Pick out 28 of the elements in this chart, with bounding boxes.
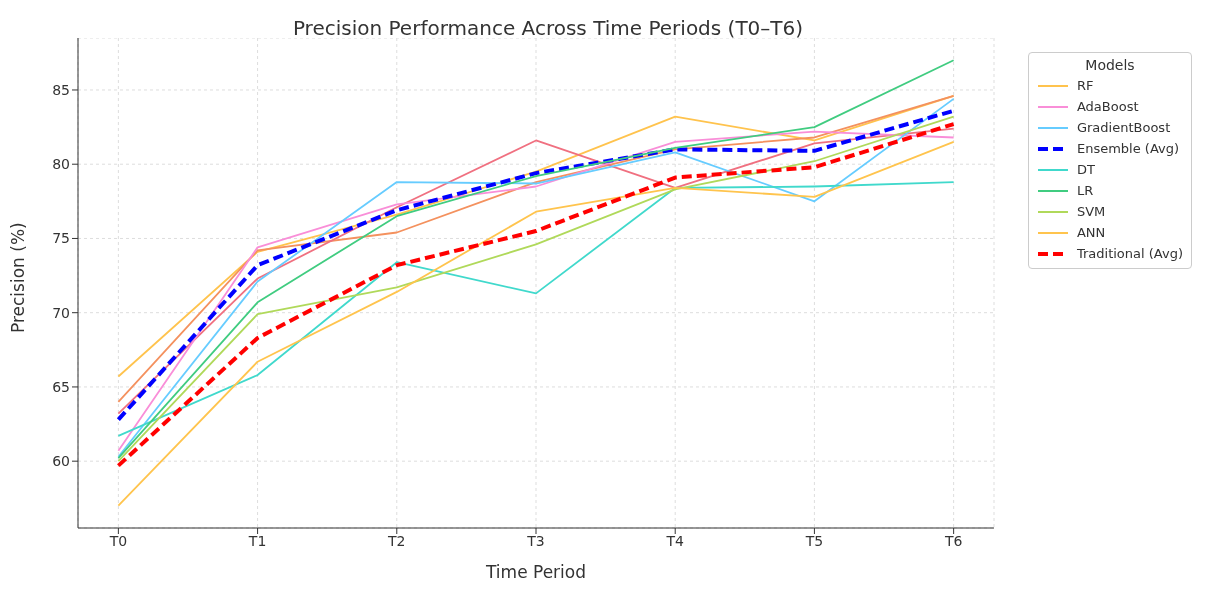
x-tick-label: T1 bbox=[247, 532, 267, 549]
y-tick-label: 60 bbox=[52, 453, 70, 470]
x-tick-label: T5 bbox=[804, 532, 824, 549]
legend-title: Models bbox=[1084, 57, 1136, 73]
y-tick-label: 85 bbox=[52, 81, 70, 98]
line-series bbox=[117, 141, 955, 507]
legend-label: LR bbox=[1076, 183, 1094, 198]
x-tick-label: T4 bbox=[665, 532, 685, 549]
y-tick-label: 70 bbox=[52, 304, 70, 321]
x-tick-label: T0 bbox=[108, 532, 128, 549]
legend-label: DT bbox=[1076, 162, 1095, 177]
legend-label: Ensemble (Avg) bbox=[1076, 141, 1180, 156]
line-series bbox=[117, 181, 955, 437]
y-tick-label: 65 bbox=[52, 378, 70, 395]
y-tick-label: 75 bbox=[52, 230, 70, 247]
x-axis-title: Time Period bbox=[484, 562, 587, 582]
legend-label: RF bbox=[1076, 78, 1094, 93]
chart-title: Precision Performance Across Time Periods (T0–T6) bbox=[291, 16, 805, 40]
y-axis-title: Precision (%) bbox=[8, 222, 29, 333]
x-tick-label: T2 bbox=[387, 532, 406, 549]
x-tick-label: T6 bbox=[943, 532, 963, 549]
x-tick-label: T3 bbox=[526, 532, 545, 549]
legend-label: Traditional (Avg) bbox=[1076, 246, 1183, 261]
legend-label: ANN bbox=[1076, 225, 1106, 240]
legend-label: SVM bbox=[1076, 204, 1106, 219]
legend-label: GradientBoost bbox=[1076, 120, 1171, 135]
y-tick-label: 80 bbox=[52, 156, 70, 173]
legend-label: AdaBoost bbox=[1076, 99, 1139, 114]
